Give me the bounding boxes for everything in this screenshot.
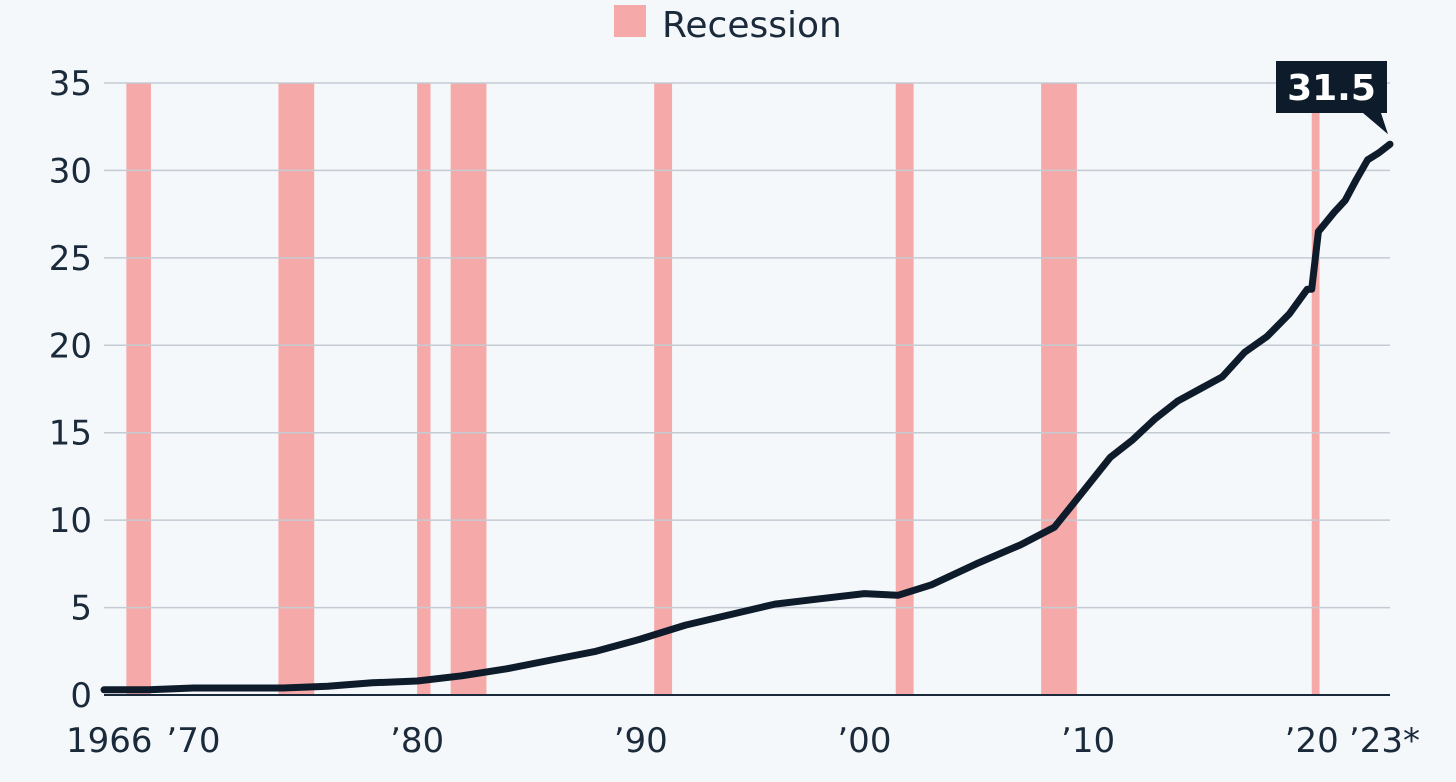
recession-bands (126, 83, 1320, 695)
x-tick-label-90: ’90 (614, 721, 668, 761)
callout-box (1276, 61, 1388, 135)
value-callout: 31.5 (1276, 61, 1388, 135)
x-tick-label-23: ’23* (1349, 721, 1420, 761)
x-tick-label-00: ’00 (837, 721, 891, 761)
callout-label: 31.5 (1287, 68, 1376, 109)
recession-band-1 (126, 83, 151, 695)
y-tick-label-25: 25 (49, 239, 92, 279)
gridlines (104, 82, 1390, 609)
y-tick-label-20: 20 (49, 326, 92, 366)
x-tick-label-1966: 1966 (66, 721, 153, 761)
x-tick-label-80: ’80 (390, 721, 444, 761)
legend: Recession (614, 5, 842, 46)
recession-band-7 (1041, 83, 1077, 695)
y-tick-label-0: 0 (70, 676, 92, 716)
y-tick-label-15: 15 (49, 414, 92, 454)
legend-label-recession: Recession (662, 5, 842, 46)
series-line (100, 140, 1394, 694)
x-tick-label-20: ’20 (1285, 721, 1339, 761)
y-tick-label-30: 30 (49, 151, 92, 191)
legend-swatch-recession (614, 5, 646, 37)
y-tick-label-5: 5 (70, 589, 92, 629)
x-tick-label-10: ’10 (1061, 721, 1115, 761)
recession-band-4 (450, 83, 487, 695)
x-tick-label-70: ’70 (166, 721, 220, 761)
recession-band-2 (278, 83, 315, 695)
recession-band-8 (1311, 83, 1320, 695)
recession-band-3 (417, 83, 431, 695)
x-axis-tick-labels: 1966 ’70 ’80 ’90 ’00 ’10 ’20’23* (66, 721, 1420, 761)
recession-band-6 (895, 83, 914, 695)
y-tick-label-10: 10 (49, 501, 92, 541)
y-axis-tick-labels: 0 5 10 15 20 25 30 35 (49, 64, 92, 716)
recession-band-5 (654, 83, 673, 695)
y-tick-label-35: 35 (49, 64, 92, 104)
